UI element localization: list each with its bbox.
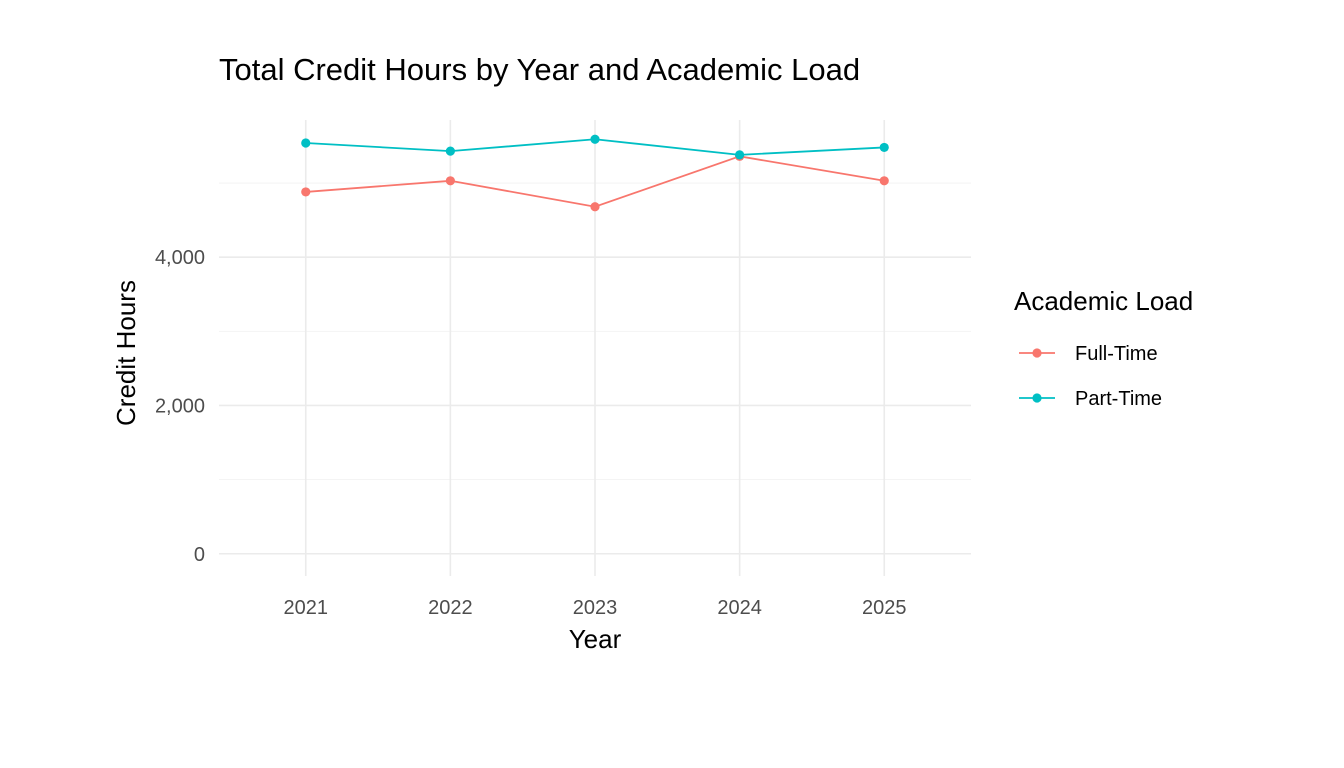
legend-item-full-time: Full-Time [1019, 343, 1158, 365]
x-tick-label: 2024 [717, 597, 762, 619]
data-point-full-time [879, 176, 889, 186]
data-point-full-time [590, 202, 600, 212]
legend-title: Academic Load [1014, 286, 1193, 316]
y-tick-label: 0 [194, 544, 205, 566]
y-tick-label: 2,000 [155, 395, 205, 417]
x-axis-title: Year [569, 624, 622, 654]
y-axis-title: Credit Hours [111, 280, 141, 426]
legend-key-point [1032, 348, 1042, 358]
legend: Academic Load Full-Time Part-Time [1014, 286, 1193, 410]
data-point-part-time [301, 138, 311, 148]
chart-title: Total Credit Hours by Year and Academic … [219, 52, 860, 87]
data-point-full-time [445, 176, 455, 186]
data-point-part-time [445, 146, 455, 156]
legend-item-part-time: Part-Time [1019, 388, 1162, 410]
data-point-part-time [590, 134, 600, 144]
x-tick-label: 2025 [862, 597, 907, 619]
x-tick-label: 2021 [284, 597, 329, 619]
legend-label: Part-Time [1075, 388, 1162, 410]
legend-label: Full-Time [1075, 343, 1158, 365]
x-tick-label: 2023 [573, 597, 618, 619]
plot-grid [219, 120, 971, 576]
series-points [301, 134, 889, 212]
y-axis-ticks: 0 2,000 4,000 [155, 247, 205, 566]
legend-items: Full-Time Part-Time [1019, 343, 1162, 410]
y-tick-label: 4,000 [155, 247, 205, 269]
data-point-full-time [301, 187, 311, 197]
data-point-part-time [879, 142, 889, 153]
legend-key-point [1032, 393, 1042, 403]
x-tick-label: 2022 [428, 597, 473, 619]
data-point-part-time [735, 150, 745, 160]
x-axis-ticks: 2021 2022 2023 2024 2025 [284, 597, 907, 619]
